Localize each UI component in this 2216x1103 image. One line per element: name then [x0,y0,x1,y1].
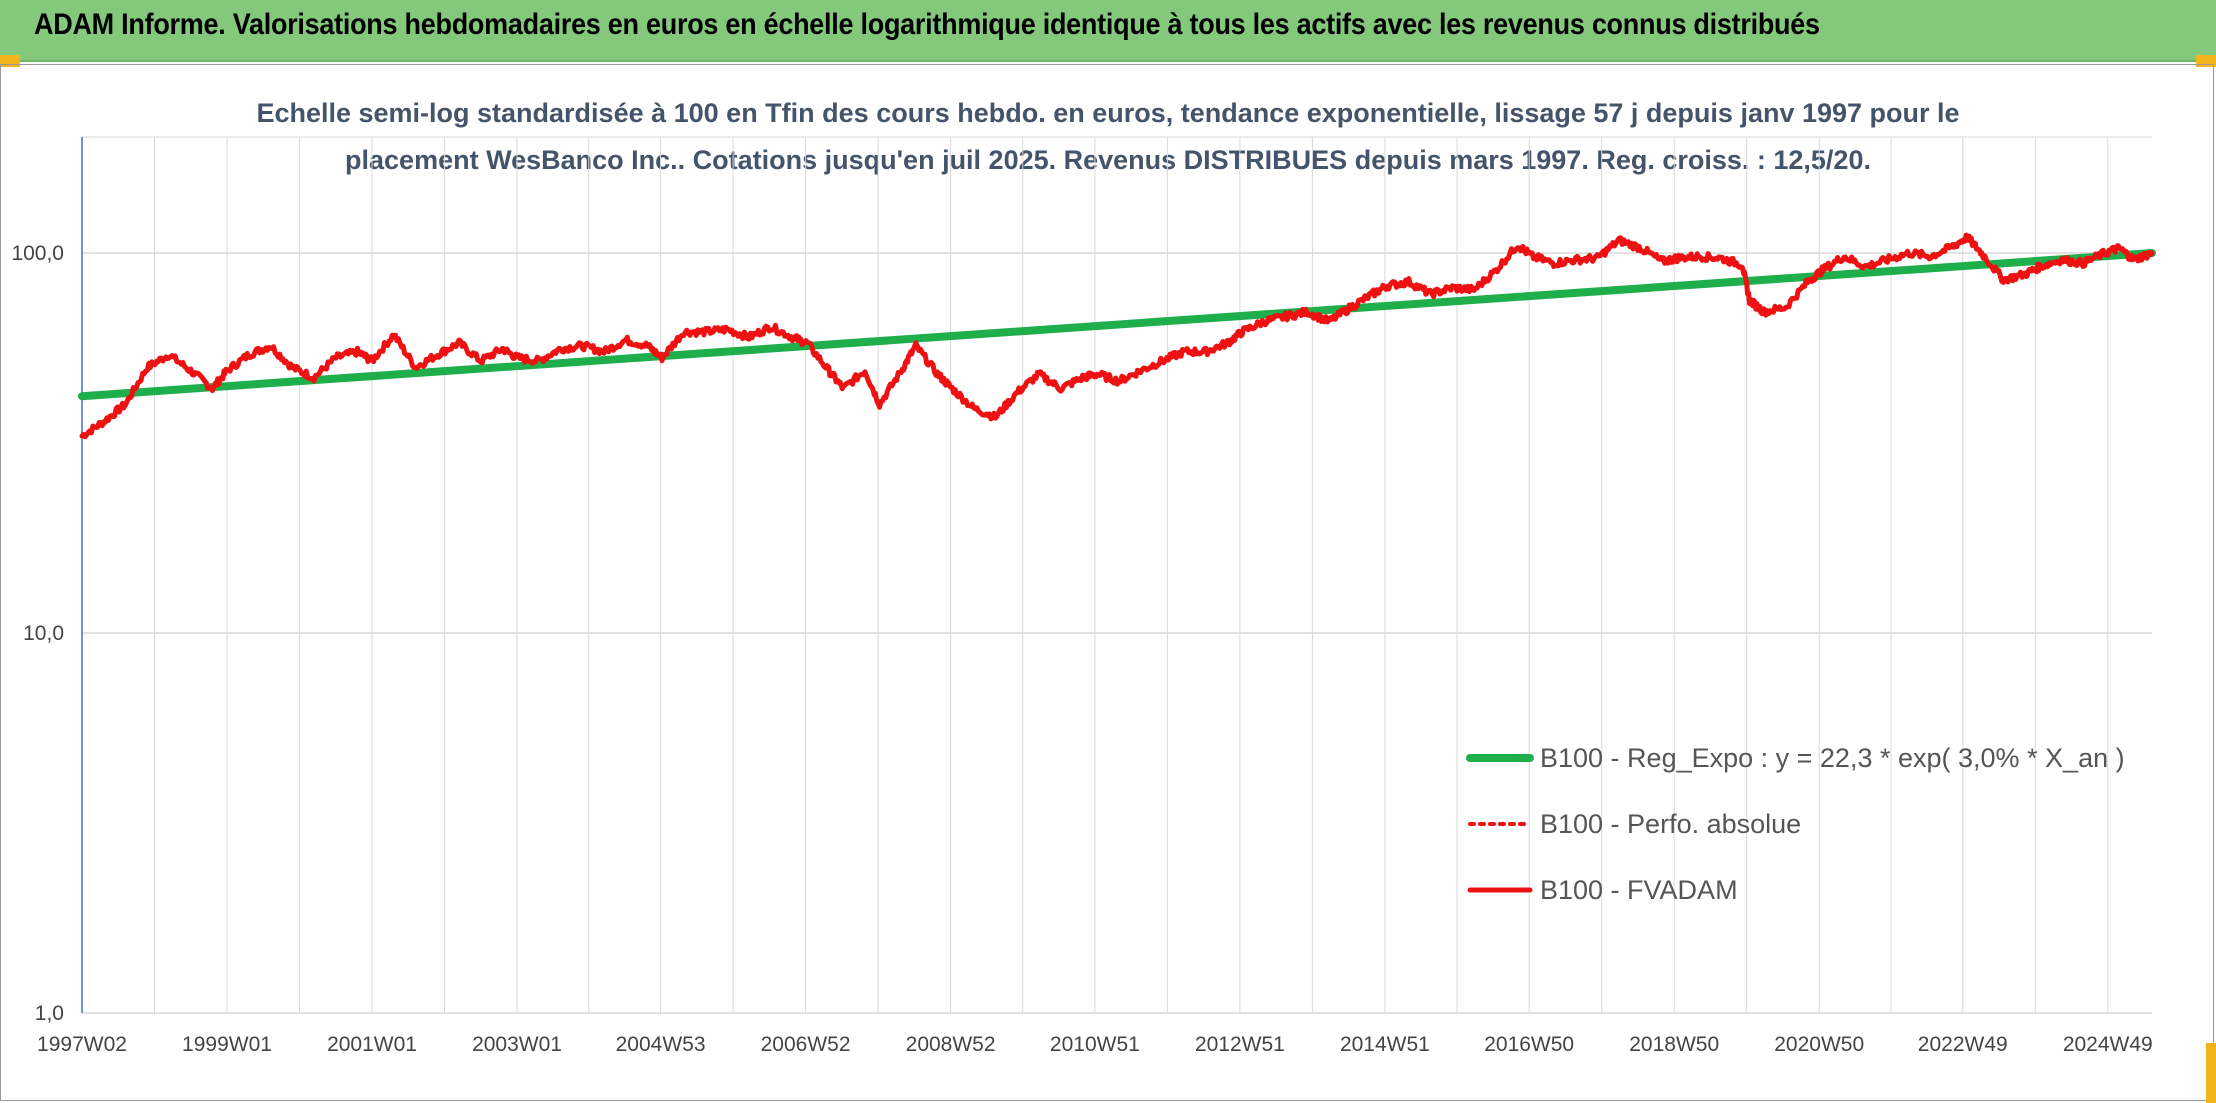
x-tick-label: 2010W51 [1050,1033,1140,1056]
x-tick-label: 2014W51 [1340,1033,1430,1056]
x-tick-label: 1999W01 [182,1033,272,1056]
chart-title-line-1: Echelle semi-log standardisée à 100 en T… [256,98,1959,128]
x-tick-label: 2018W50 [1629,1033,1719,1056]
y-tick-label: 10,0 [23,622,64,645]
x-tick-label: 2016W50 [1484,1033,1574,1056]
chart-title-line-2: placement WesBanco Inc.. Cotations jusqu… [345,145,1871,175]
legend-label-fvadam: B100 - FVADAM [1540,875,1738,905]
y-tick-label: 1,0 [35,1002,64,1025]
x-tick-label: 2008W52 [906,1033,996,1056]
x-tick-label: 2001W01 [327,1033,417,1056]
report-banner: ADAM Informe. Valorisations hebdomadaire… [0,0,2216,62]
legend-label-regression: B100 - Reg_Expo : y = 22,3 * exp( 3,0% *… [1540,743,2125,773]
chart-frame [0,64,2214,1101]
x-tick-label: 2020W50 [1774,1033,1864,1056]
x-tick-label: 2022W49 [1918,1033,2008,1056]
x-tick-label: 2006W52 [761,1033,851,1056]
x-tick-label: 2004W53 [616,1033,706,1056]
x-tick-label: 2003W01 [472,1033,562,1056]
legend-label-perfo: B100 - Perfo. absolue [1540,809,1801,839]
series-line-fvadam [79,232,2155,440]
series-line-regression [78,249,2156,401]
y-tick-label: 100,0 [11,242,64,265]
x-tick-label: 2024W49 [2063,1033,2153,1056]
accent-corner-bottom-right [2206,1043,2216,1103]
report-title: ADAM Informe. Valorisations hebdomadaire… [34,8,1820,41]
x-tick-label: 1997W02 [37,1033,127,1056]
x-tick-label: 2012W51 [1195,1033,1285,1056]
